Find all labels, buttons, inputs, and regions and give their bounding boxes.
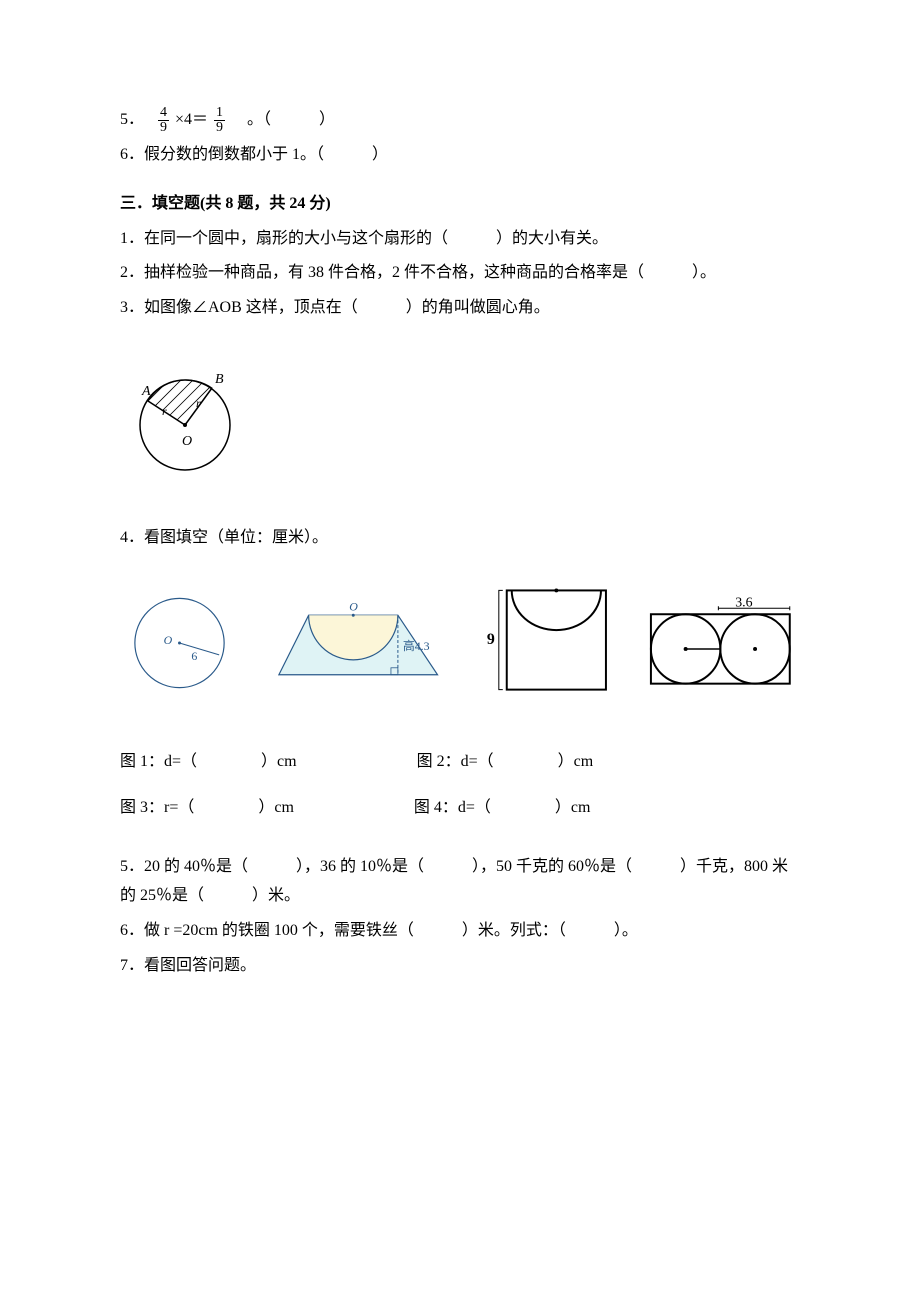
q5-suffix: 。（ ）	[231, 111, 335, 128]
answer-row-1: 图 1：d=（ ）cm 图 2：d=（ ）cm	[120, 748, 800, 777]
fill-5: 5．20 的 40％是（ ），36 的 10％是（ ），50 千克的 60％是（…	[120, 853, 800, 911]
fraction-1: 4 9	[158, 106, 169, 135]
svg-text:O: O	[182, 434, 192, 449]
question-5: 5． 4 9 ×4＝ 1 9 。（ ）	[120, 106, 800, 135]
fill-2: 2．抽样检验一种商品，有 38 件合格，2 件不合格，这种商品的合格率是（ ）。	[120, 259, 800, 288]
figure-2: O 高4.3	[264, 595, 452, 690]
svg-text:O: O	[164, 633, 173, 647]
question-6: 6．假分数的倒数都小于 1。（ ）	[120, 141, 800, 170]
q5-number: 5．	[120, 111, 144, 128]
ans-3: 图 3：r=（ ）cm	[120, 794, 294, 823]
fill-1: 1．在同一个圆中，扇形的大小与这个扇形的（ ）的大小有关。	[120, 225, 800, 254]
answer-row-2: 图 3：r=（ ）cm 图 4：d=（ ）cm	[120, 794, 800, 823]
fill-3: 3．如图像∠AOB 这样，顶点在（ ）的角叫做圆心角。	[120, 294, 800, 323]
svg-text:9: 9	[487, 631, 495, 648]
ans-2: 图 2：d=（ ）cm	[417, 748, 594, 777]
sector-svg: A B O r r	[120, 353, 260, 483]
section-3-title: 三．填空题(共 8 题，共 24 分)	[120, 190, 800, 219]
figure-4: 3.6	[641, 588, 800, 698]
fraction-2: 1 9	[214, 106, 225, 135]
figure-1: O 6	[120, 588, 239, 698]
fill-4-title: 4．看图填空（单位：厘米）。	[120, 524, 800, 553]
fill-7: 7．看图回答问题。	[120, 952, 800, 981]
ans-1: 图 1：d=（ ）cm	[120, 748, 297, 777]
fill-6: 6．做 r =20cm 的铁圈 100 个，需要铁丝（ ）米。列式：（ ）。	[120, 917, 800, 946]
sector-figure: A B O r r	[120, 353, 800, 494]
svg-text:6: 6	[191, 648, 197, 662]
svg-text:r: r	[196, 396, 201, 410]
q5-op: ×4＝	[175, 111, 208, 128]
figure-row: O 6 O 高4.3 9 3.6	[120, 578, 800, 708]
svg-text:O: O	[349, 599, 358, 613]
svg-text:B: B	[215, 372, 224, 387]
figure-3: 9	[477, 578, 616, 708]
svg-text:r: r	[162, 404, 167, 418]
svg-text:A: A	[141, 384, 151, 399]
ans-4: 图 4：d=（ ）cm	[414, 794, 591, 823]
svg-text:高4.3: 高4.3	[403, 639, 430, 653]
